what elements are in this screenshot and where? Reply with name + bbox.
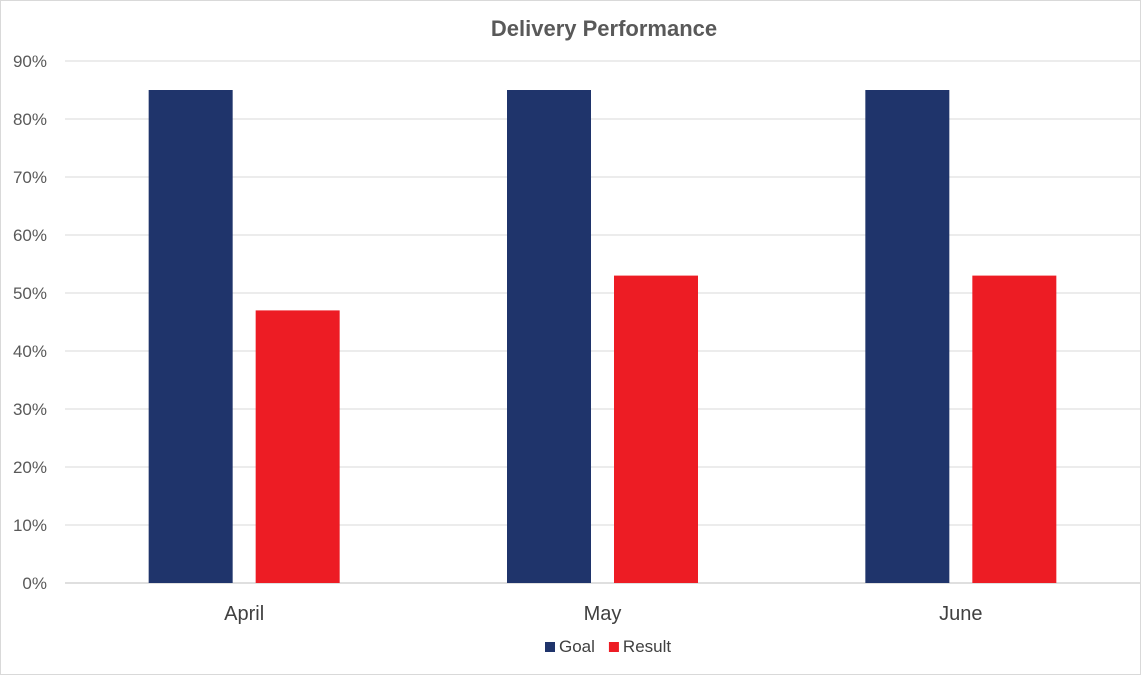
legend-swatch-goal [545, 642, 555, 652]
bar-goal-june [865, 90, 950, 583]
chart-title: Delivery Performance [491, 16, 717, 41]
bar-goal-april [148, 90, 233, 583]
bar-result-may [614, 275, 698, 583]
y-tick-label: 80% [13, 110, 47, 129]
y-tick-label: 20% [13, 458, 47, 477]
bar-result-april [255, 310, 340, 583]
x-axis-category-labels: April May June [224, 603, 982, 625]
y-tick-label: 0% [22, 574, 47, 593]
legend-label-result: Result [623, 637, 671, 656]
y-tick-label: 10% [13, 516, 47, 535]
legend: Goal Result [545, 637, 671, 656]
gridlines [65, 60, 1140, 584]
y-axis-tick-labels: 0% 10% 20% 30% 40% 50% 60% 70% 80% 90% [13, 52, 47, 593]
x-category-label: April [224, 603, 264, 625]
y-tick-label: 40% [13, 342, 47, 361]
legend-label-goal: Goal [559, 637, 595, 656]
y-tick-label: 60% [13, 226, 47, 245]
x-category-label: May [584, 603, 622, 625]
y-tick-label: 50% [13, 284, 47, 303]
y-tick-label: 70% [13, 168, 47, 187]
bars [148, 90, 1057, 583]
y-tick-label: 90% [13, 52, 47, 71]
bar-result-june [972, 275, 1057, 583]
legend-swatch-result [608, 642, 619, 652]
y-tick-label: 30% [13, 400, 47, 419]
x-category-label: June [939, 603, 982, 625]
bar-goal-may [507, 90, 591, 583]
